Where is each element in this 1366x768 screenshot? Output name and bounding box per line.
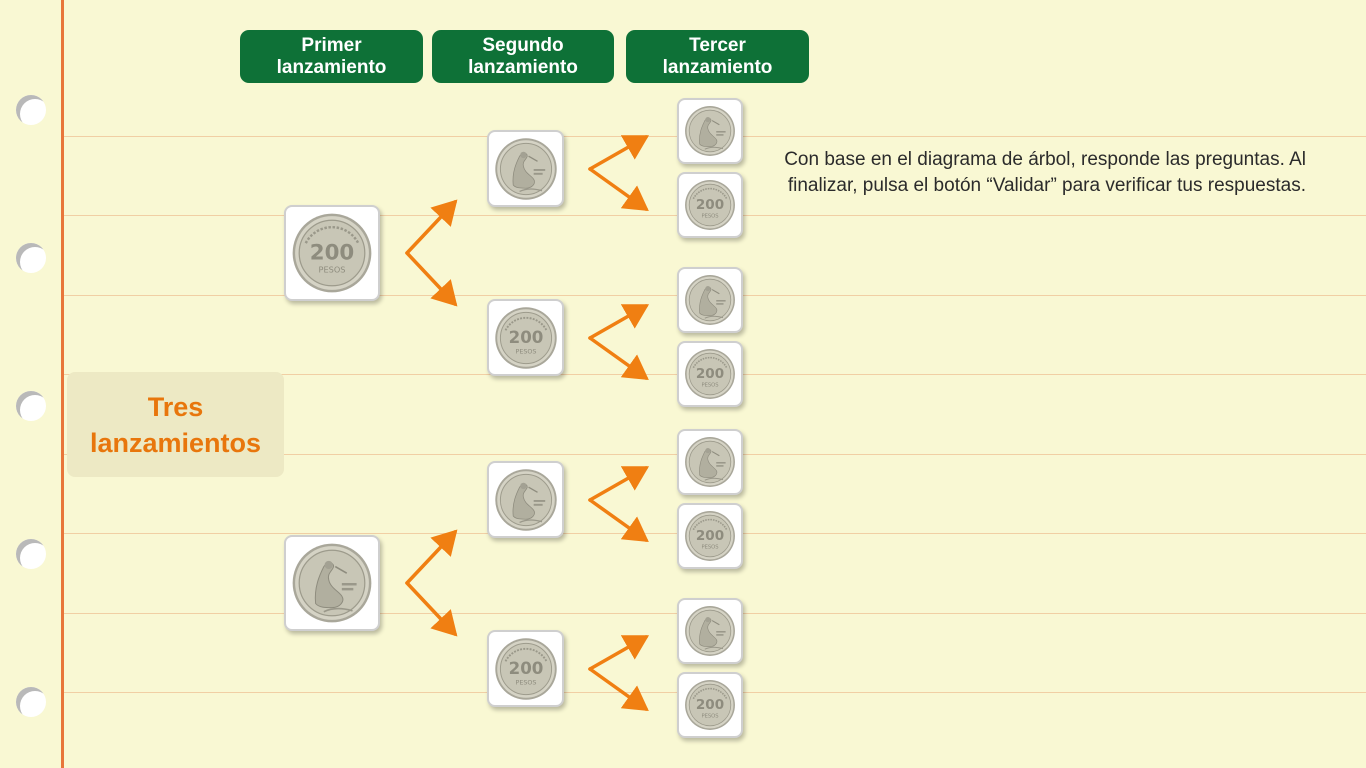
arrow-first-2-up [405, 529, 458, 585]
svg-text:200: 200 [696, 366, 724, 382]
coin-tile-third-3 [677, 267, 743, 333]
arrow-second-2-down [588, 336, 649, 381]
svg-text:200: 200 [696, 197, 724, 213]
coin-tails-icon [494, 137, 557, 200]
svg-text:200: 200 [508, 328, 543, 347]
arrow-second-3-down [588, 498, 649, 543]
title-box: Tres lanzamientos [67, 372, 284, 477]
arrow-second-1-up [588, 135, 650, 171]
coin-tile-third-5 [677, 429, 743, 495]
coin-tails-icon [685, 106, 735, 156]
coin-tile-second-2: 200 PESOS [487, 299, 564, 376]
arrow-second-2-up [588, 304, 650, 340]
instructions-text: Con base en el diagrama de árbol, respon… [784, 149, 1306, 196]
header-first-toss: Primer lanzamiento [240, 30, 423, 83]
svg-text:PESOS: PESOS [515, 678, 536, 686]
coin-tile-third-1 [677, 98, 743, 164]
coin-tile-second-3 [487, 461, 564, 538]
coin-tails-icon [494, 468, 557, 531]
coin-tails-icon [292, 543, 372, 623]
binder-hole [16, 687, 46, 717]
arrow-first-1-up [405, 199, 458, 255]
svg-text:PESOS: PESOS [319, 265, 346, 275]
arrow-second-1-down [588, 167, 649, 212]
margin-line [61, 0, 64, 768]
coin-tile-third-4: 200 PESOS [677, 341, 743, 407]
header-third-toss: Tercer lanzamiento [626, 30, 809, 83]
svg-text:PESOS: PESOS [701, 544, 718, 550]
arrow-second-4-up [588, 635, 650, 671]
svg-text:200: 200 [696, 528, 724, 544]
arrow-second-3-up [588, 466, 650, 502]
coin-tails-icon [685, 606, 735, 656]
binder-hole [16, 95, 46, 125]
coin-tile-first-2 [284, 535, 380, 631]
svg-text:PESOS: PESOS [515, 347, 536, 355]
coin-tile-second-4: 200 PESOS [487, 630, 564, 707]
arrow-first-2-down [405, 581, 458, 637]
coin-tails-icon [685, 437, 735, 487]
binder-hole [16, 243, 46, 273]
arrow-first-1-down [405, 251, 458, 307]
header-second-toss: Segundo lanzamiento [432, 30, 614, 83]
coin-tile-third-6: 200 PESOS [677, 503, 743, 569]
svg-text:200: 200 [310, 241, 355, 266]
coin-tile-first-1: 200 PESOS [284, 205, 380, 301]
coin-tile-third-2: 200 PESOS [677, 172, 743, 238]
svg-text:200: 200 [508, 659, 543, 678]
arrow-second-4-down [588, 667, 649, 712]
coin-tile-third-7 [677, 598, 743, 664]
coin-tails-icon [685, 275, 735, 325]
svg-text:200: 200 [696, 697, 724, 713]
svg-text:PESOS: PESOS [701, 382, 718, 388]
svg-text:PESOS: PESOS [701, 713, 718, 719]
svg-text:PESOS: PESOS [701, 213, 718, 219]
binder-hole [16, 539, 46, 569]
coin-tile-third-8: 200 PESOS [677, 672, 743, 738]
binder-hole [16, 391, 46, 421]
coin-tile-second-1 [487, 130, 564, 207]
